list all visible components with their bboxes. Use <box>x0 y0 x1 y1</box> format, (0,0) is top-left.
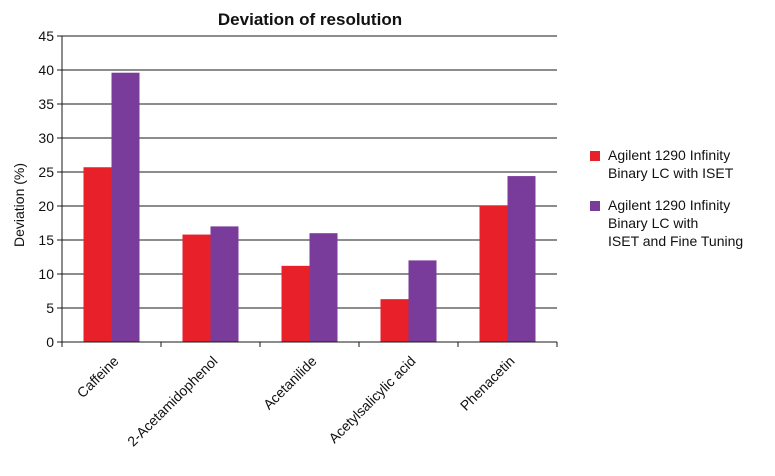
bar-2 <box>111 72 140 342</box>
x-tick-labels: Caffeine 2-Acetamidophenol Acetanilide Acet… <box>74 353 518 450</box>
y-tick-label: 45 <box>38 28 54 44</box>
legend: Agilent 1290 Infinity Binary LC with ISE… <box>590 146 775 264</box>
gridlines <box>62 35 557 309</box>
legend-swatch <box>590 201 600 211</box>
x-tick-label: Acetylsalicylic acid <box>325 353 418 446</box>
bar-1 <box>83 167 112 342</box>
legend-item: Agilent 1290 Infinity Binary LC with ISE… <box>590 146 775 182</box>
legend-item: Agilent 1290 Infinity Binary LC with ISE… <box>590 196 775 250</box>
bar-2 <box>210 226 239 342</box>
bar-1 <box>479 206 508 342</box>
y-tick-label: 20 <box>38 198 54 214</box>
y-tick-label: 25 <box>38 164 54 180</box>
x-tick-label: Phenacetin <box>457 353 518 414</box>
x-tick-label: 2-Acetamidophenol <box>124 353 221 450</box>
y-tick-label: 30 <box>38 130 54 146</box>
legend-label: Agilent 1290 Infinity Binary LC with ISE… <box>608 197 744 249</box>
legend-swatch <box>590 151 600 161</box>
chart-title: Deviation of resolution <box>218 10 402 29</box>
bar-2 <box>507 176 536 342</box>
bar-1 <box>182 234 211 342</box>
bar-1 <box>281 265 310 342</box>
y-tick-label: 0 <box>46 334 54 350</box>
y-tick-label: 40 <box>38 62 54 78</box>
axes <box>61 36 558 347</box>
y-tick-label: 10 <box>38 266 54 282</box>
x-tick-label: Caffeine <box>74 353 122 401</box>
bar-1 <box>380 299 409 342</box>
legend-label: Agilent 1290 Infinity Binary LC with ISE… <box>608 147 734 181</box>
bars <box>83 72 536 342</box>
y-tick-label: 35 <box>38 96 54 112</box>
y-tick-labels: 0 5 10 15 20 25 30 35 40 45 <box>38 28 62 350</box>
y-axis-label: Deviation (%) <box>11 163 27 247</box>
x-tick-label: Acetanilide <box>260 353 320 413</box>
y-tick-label: 15 <box>38 232 54 248</box>
y-tick-label: 5 <box>46 300 54 316</box>
bar-2 <box>309 233 338 342</box>
bar-2 <box>408 260 437 342</box>
